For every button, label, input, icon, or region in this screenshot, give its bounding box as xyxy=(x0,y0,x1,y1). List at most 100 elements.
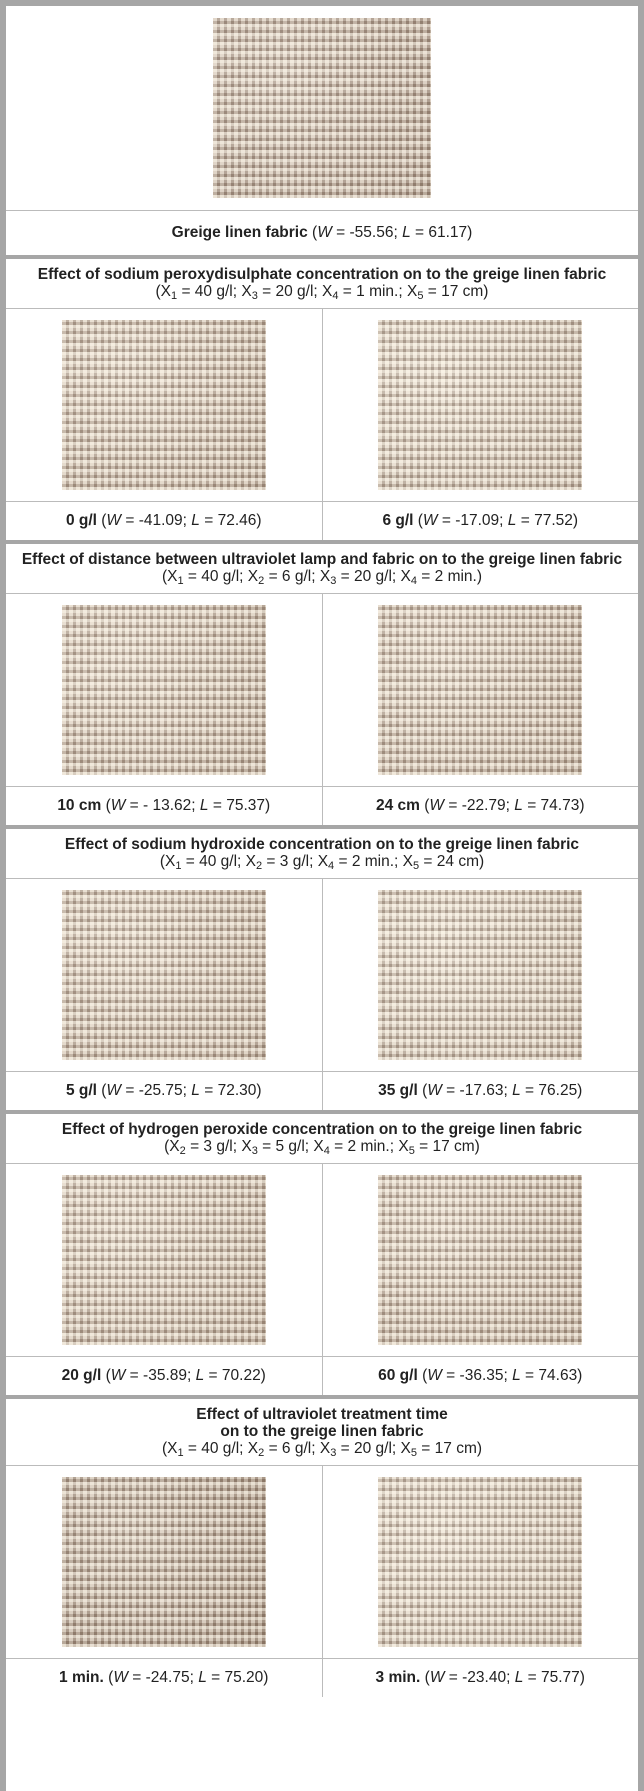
image-cell xyxy=(6,309,322,501)
text-run: = 6 g/l; X xyxy=(264,568,331,585)
text-run: ( xyxy=(417,1082,428,1099)
conditions: (X1 = 40 g/l; X3 = 20 g/l; X4 = 1 min.; … xyxy=(10,283,634,302)
text-run: 3 xyxy=(330,1447,337,1459)
text-run: W xyxy=(110,1367,126,1384)
text-run: = 17 cm) xyxy=(416,1440,483,1457)
title-line: on to the greige linen fabric xyxy=(220,1423,424,1440)
conditions: (X2 = 3 g/l; X3 = 5 g/l; X4 = 2 min.; X5… xyxy=(10,1138,634,1157)
text-run: ( xyxy=(307,224,318,241)
text-run: 2 xyxy=(258,575,265,587)
text-run: 0 g/l xyxy=(65,512,97,529)
fabric-photo xyxy=(378,890,583,1060)
text-run: (X xyxy=(164,1138,180,1155)
text-run: = 70.22) xyxy=(204,1367,266,1384)
text-run: W xyxy=(429,797,445,814)
text-run: ( xyxy=(101,797,111,814)
text-run: 10 cm xyxy=(57,797,102,814)
text-run: = 75.20) xyxy=(206,1669,269,1686)
text-run: = -41.09; xyxy=(121,512,192,529)
image-row xyxy=(6,594,638,787)
text-run: ( xyxy=(417,1367,428,1384)
text-run: Greige linen fabric xyxy=(171,224,308,241)
text-run: 35 g/l xyxy=(378,1082,418,1099)
image-cell xyxy=(6,879,322,1071)
text-run: W xyxy=(422,512,438,529)
text-run: 1 xyxy=(177,575,184,587)
text-run: 24 cm xyxy=(375,797,420,814)
text-run: 4 xyxy=(323,1145,330,1157)
caption: 20 g/l (W = -35.89; L = 70.22) xyxy=(6,1357,322,1395)
text-run: = -22.79; xyxy=(444,797,515,814)
text-run: 3 xyxy=(251,1145,258,1157)
text-run: L xyxy=(198,1669,207,1686)
text-run: W xyxy=(427,1082,442,1099)
title-line: Effect of hydrogen peroxide concentratio… xyxy=(61,1121,583,1138)
text-run: = 72.46) xyxy=(199,512,262,529)
text-run: = 40 g/l; X xyxy=(183,1440,259,1457)
caption-row: 10 cm (W = - 13.62; L = 75.37) 24 cm (W =… xyxy=(6,787,638,825)
caption-row: 1 min. (W = -24.75; L = 75.20) 3 min. (W … xyxy=(6,1659,638,1697)
caption: 5 g/l (W = -25.75; L = 72.30) xyxy=(6,1072,322,1110)
text-run: = 20 g/l; X xyxy=(257,283,333,300)
text-run: = 40 g/l; X xyxy=(181,853,256,870)
section: Effect of sodium hydroxide concentration… xyxy=(6,825,638,1110)
text-run: = 76.25) xyxy=(520,1082,583,1099)
fabric-photo xyxy=(61,605,266,775)
caption-row: 0 g/l (W = -41.09; L = 72.46) 6 g/l (W = … xyxy=(6,502,638,540)
text-run: 5 g/l xyxy=(65,1082,97,1099)
image-cell xyxy=(6,6,638,210)
text-run: ( xyxy=(103,1669,114,1686)
top-caption-row: Greige linen fabric (W = -55.56; L = 61.… xyxy=(6,211,638,255)
text-run: = - 13.62; xyxy=(125,797,200,814)
image-row xyxy=(6,879,638,1072)
text-run: = 20 g/l; X xyxy=(336,1440,411,1457)
text-run: (X xyxy=(161,568,178,585)
fabric-photo xyxy=(378,1175,583,1345)
text-run: = 74.63) xyxy=(520,1367,583,1384)
text-run: W xyxy=(317,224,332,241)
image-cell xyxy=(6,1466,322,1658)
text-run: = 77.52) xyxy=(516,512,579,529)
text-run: (X xyxy=(155,283,172,300)
fabric-photo xyxy=(61,890,266,1060)
fabric-photo xyxy=(378,320,583,490)
text-run: L xyxy=(402,224,411,241)
fabric-photo xyxy=(61,1175,266,1345)
text-run: 5 xyxy=(417,290,424,302)
text-run: L xyxy=(195,1367,205,1384)
section-header: Effect of ultraviolet treatment time on t… xyxy=(6,1395,638,1466)
text-run: = 40 g/l; X xyxy=(177,283,252,300)
text-run: 4 xyxy=(328,860,335,872)
text-run: (X xyxy=(159,853,176,870)
text-run: 2 xyxy=(256,860,263,872)
image-cell xyxy=(321,1466,639,1658)
caption: Greige linen fabric (W = -55.56; L = 61.… xyxy=(6,211,638,255)
text-run: = -55.56; xyxy=(331,224,403,241)
text-run: = 2 min.; X xyxy=(329,1138,409,1155)
text-run: = 75.77) xyxy=(523,1669,585,1686)
text-run: L xyxy=(191,512,200,529)
text-run: 5 xyxy=(408,1145,415,1157)
fabric-photo xyxy=(61,320,266,490)
text-run: (X xyxy=(161,1440,178,1457)
text-run: W xyxy=(110,797,126,814)
text-run: W xyxy=(429,1669,445,1686)
caption: 6 g/l (W = -17.09; L = 77.52) xyxy=(321,502,639,540)
text-run: = -25.75; xyxy=(121,1082,192,1099)
conditions: (X1 = 40 g/l; X2 = 3 g/l; X4 = 2 min.; X… xyxy=(10,853,634,872)
text-run: 60 g/l xyxy=(378,1367,418,1384)
image-cell xyxy=(321,594,639,786)
section-header: Effect of distance between ultraviolet l… xyxy=(6,540,638,594)
title-line: Effect of sodium peroxydisulphate concen… xyxy=(37,266,607,283)
title-line: Effect of distance between ultraviolet l… xyxy=(21,551,623,568)
text-run: 4 xyxy=(332,290,339,302)
image-cell xyxy=(6,594,322,786)
caption: 60 g/l (W = -36.35; L = 74.63) xyxy=(321,1357,639,1395)
section-title: Effect of distance between ultraviolet l… xyxy=(10,551,634,568)
fabric-photo xyxy=(378,1477,583,1647)
text-run: = 3 g/l; X xyxy=(262,853,329,870)
text-run: = 17 cm) xyxy=(414,1138,480,1155)
section-title: Effect of ultraviolet treatment time on t… xyxy=(10,1406,634,1440)
text-run: = 5 g/l; X xyxy=(257,1138,324,1155)
caption: 3 min. (W = -23.40; L = 75.77) xyxy=(321,1659,639,1697)
